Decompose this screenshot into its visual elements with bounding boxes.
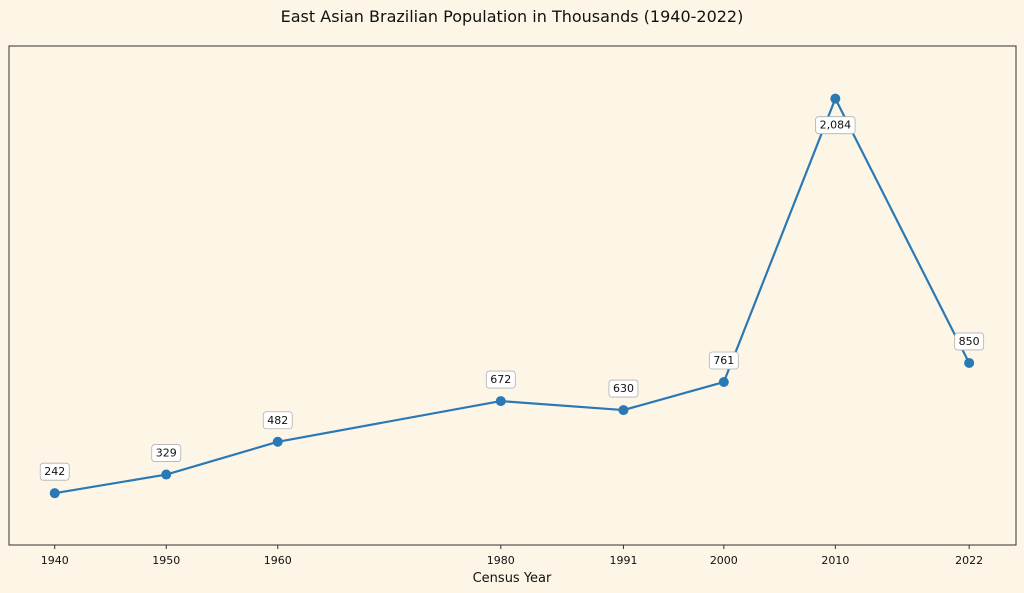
data-label-box (151, 444, 182, 462)
x-tick-label: 1940 (41, 554, 69, 567)
data-point (161, 469, 172, 480)
data-label-text: 850 (959, 335, 980, 348)
data-label: 2,084 (815, 116, 856, 135)
data-label: 672 (485, 370, 516, 389)
data-label: 329 (151, 444, 182, 462)
data-label-text: 242 (44, 465, 65, 478)
data-label-text: 630 (613, 382, 634, 395)
data-point (49, 488, 60, 499)
x-tick-label: 2022 (955, 554, 983, 567)
x-tick-label: 2000 (710, 554, 738, 567)
data-label-text: 2,084 (820, 119, 852, 132)
data-label-box (815, 116, 856, 135)
chart-title: East Asian Brazilian Population in Thous… (281, 7, 744, 26)
series-line (54, 97, 971, 495)
data-label-box (485, 370, 516, 389)
series-layer (49, 93, 975, 499)
data-point (618, 405, 629, 416)
data-point (272, 436, 283, 447)
data-label: 850 (954, 332, 985, 351)
data-label: 761 (708, 351, 739, 370)
x-tick-label: 1991 (609, 554, 637, 567)
x-tick-label: 1950 (152, 554, 180, 567)
data-label-text: 672 (490, 373, 511, 386)
data-labels: 242 329 482 672 630 761 2,084 850 (39, 116, 985, 481)
plot-area (8, 45, 1017, 546)
data-point (718, 377, 729, 388)
x-tick-label: 2010 (821, 554, 849, 567)
data-label-text: 482 (267, 414, 288, 427)
data-label: 242 (39, 462, 70, 481)
data-label-box (39, 462, 70, 481)
data-label-box (954, 332, 985, 351)
data-point (830, 93, 841, 104)
data-label-box (708, 351, 739, 370)
data-label-box (262, 411, 293, 430)
data-label-box (608, 379, 639, 398)
x-tick-label: 1980 (487, 554, 515, 567)
x-axis: 1940 1950 1960 1980 1991 2000 2010 2022 (41, 545, 983, 567)
data-label: 482 (262, 411, 293, 430)
data-point (495, 396, 506, 407)
data-label-text: 329 (156, 447, 177, 460)
data-label: 630 (608, 379, 639, 398)
x-axis-label: Census Year (473, 571, 552, 586)
data-point (964, 357, 975, 368)
x-tick-label: 1960 (264, 554, 292, 567)
data-label-text: 761 (713, 354, 734, 367)
